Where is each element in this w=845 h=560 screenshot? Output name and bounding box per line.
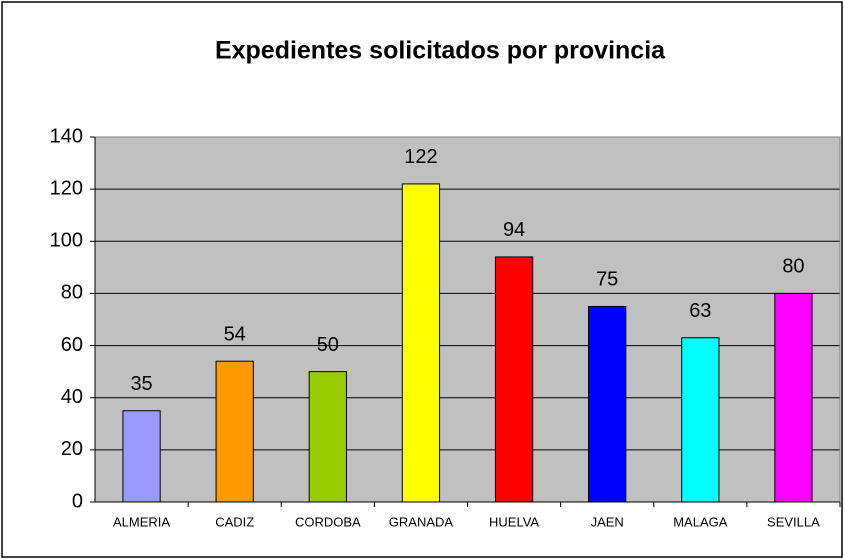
data-label: 80: [782, 256, 804, 278]
y-tick-label: 40: [61, 386, 83, 408]
chart-title: Expedientes solicitados por provincia: [215, 37, 666, 65]
data-label: 122: [404, 146, 437, 168]
data-label: 94: [503, 219, 525, 241]
data-label: 63: [689, 300, 711, 322]
bar: [401, 183, 441, 503]
bar: [308, 371, 347, 503]
bar: [681, 337, 720, 503]
y-tick-label: 0: [72, 490, 83, 512]
x-tick-label: SEVILLA: [767, 514, 820, 529]
x-tick-label: HUELVA: [489, 514, 539, 529]
x-tick-label: ALMERIA: [113, 514, 170, 529]
y-tick-label: 20: [61, 438, 83, 460]
data-label: 75: [596, 269, 618, 291]
x-tick-label: CORDOBA: [295, 514, 361, 529]
y-tick-label: 100: [50, 230, 83, 252]
x-tick-label: CADIZ: [215, 514, 254, 529]
bar: [774, 292, 813, 503]
bar: [122, 410, 161, 503]
x-tick-label: GRANADA: [389, 514, 454, 529]
y-tick-label: 60: [61, 334, 83, 356]
bar: [588, 305, 627, 503]
y-tick-label: 120: [50, 177, 83, 199]
bar: [215, 360, 254, 503]
data-label: 54: [224, 323, 246, 345]
bar: [494, 256, 534, 503]
y-tick-label: 80: [61, 282, 83, 304]
data-label: 35: [130, 373, 152, 395]
x-tick-label: JAEN: [591, 514, 624, 529]
data-label: 50: [317, 334, 339, 356]
x-tick-label: MALAGA: [673, 514, 728, 529]
plot-area: [95, 137, 840, 502]
y-tick-label: 140: [50, 125, 83, 147]
